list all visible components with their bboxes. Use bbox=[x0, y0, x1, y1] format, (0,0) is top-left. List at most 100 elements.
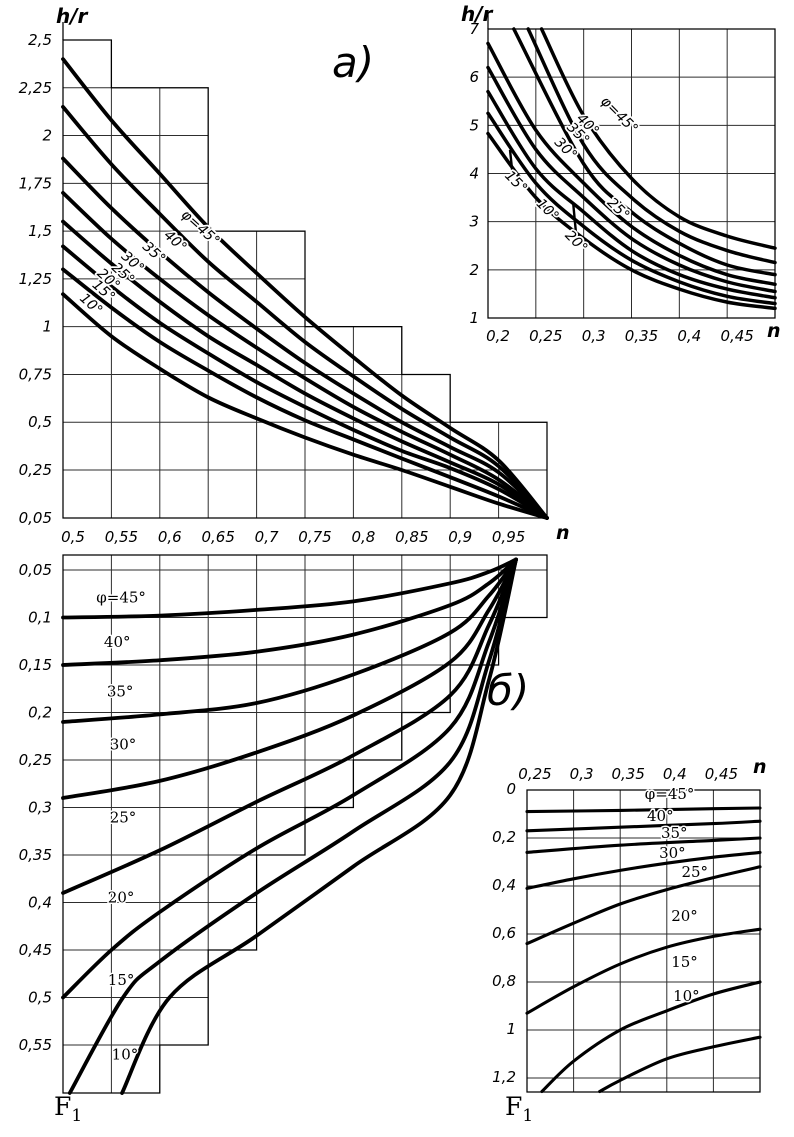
x-tick-label: 0,8 bbox=[351, 528, 375, 546]
y-tick-label: 1,2 bbox=[492, 1068, 516, 1086]
y-tick-label: 2,25 bbox=[19, 79, 52, 97]
y-tick-label: 0,25 bbox=[19, 461, 52, 479]
x-tick-label: 0,9 bbox=[448, 528, 472, 546]
curve-b-inset-phi-25 bbox=[525, 865, 762, 946]
curve-b-main-phi-40 bbox=[61, 557, 518, 667]
y-tick-label: 0,05 bbox=[19, 509, 52, 527]
y-axis-title-b-main: F1 bbox=[54, 1092, 83, 1126]
curve-a-inset-phi-40 bbox=[526, 27, 777, 265]
y-tick-label: 3 bbox=[469, 213, 479, 231]
y-tick-label: 0,2 bbox=[28, 704, 52, 722]
y-tick-label: 2 bbox=[469, 261, 479, 279]
y-tick-label: 0 bbox=[506, 780, 516, 798]
x-tick-label: 0,6 bbox=[158, 528, 182, 546]
curve-a-inset-phi-15 bbox=[486, 111, 777, 306]
x-axis-title-a-inset: n bbox=[767, 320, 781, 342]
curve-label-b-main-phi-20: 20° bbox=[108, 889, 135, 907]
y-tick-label: 0,45 bbox=[19, 941, 52, 959]
y-tick-label: 0,2 bbox=[492, 828, 516, 846]
y-tick-label: 0,5 bbox=[28, 413, 52, 431]
curve-a-main-phi-20 bbox=[61, 244, 549, 520]
curve-label-b-main-phi-35: 35° bbox=[107, 682, 134, 700]
y-tick-label: 0,5 bbox=[28, 989, 52, 1007]
x-tick-label: 0,25 bbox=[529, 327, 562, 345]
y-tick-label: 2,5 bbox=[28, 31, 52, 49]
curve-label-a-inset-phi-45: φ=45° bbox=[597, 93, 641, 137]
x-tick-label: 0,95 bbox=[492, 528, 525, 546]
curve-a-main-phi-15 bbox=[61, 267, 549, 520]
x-tick-label: 0,35 bbox=[625, 327, 658, 345]
x-tick-label: 0,45 bbox=[720, 327, 753, 345]
y-tick-label: 1 bbox=[42, 318, 52, 336]
curve-b-inset-phi-20 bbox=[525, 927, 762, 1015]
x-tick-label: 0,4 bbox=[677, 327, 701, 345]
curve-label-b-main-phi-40: 40° bbox=[104, 633, 131, 651]
tick-labels-a-inset: 0,2 0,25 0,3 0,35 0,4 0,45 7 6 5 4 3 2 1 bbox=[469, 20, 753, 345]
y-axis-title-a-main: h/r bbox=[56, 4, 88, 28]
tick-labels-b-main: 0,05 0,1 0,15 0,2 0,25 0,3 0,35 0,4 0,45 0,5 0,55 bbox=[19, 561, 52, 1054]
curve-a-main-phi-10 bbox=[61, 292, 549, 520]
curve-b-inset-phi-35 bbox=[525, 836, 762, 854]
x-tick-label: 0,2 bbox=[486, 327, 510, 345]
curve-b-main-phi-45 bbox=[61, 557, 518, 620]
y-axis-title-a-inset: h/r bbox=[461, 2, 493, 26]
y-tick-label: 2 bbox=[42, 127, 52, 145]
curve-b-inset-phi-30 bbox=[525, 850, 762, 890]
curve-label-b-inset-phi-35: 35° bbox=[661, 824, 688, 842]
curve-label-b-main-phi-25: 25° bbox=[110, 809, 137, 827]
x-tick-label: 0,7 bbox=[255, 528, 279, 546]
x-tick-label: 0,25 bbox=[518, 765, 551, 783]
curve-label-b-main-phi-10: 10° bbox=[112, 1045, 139, 1063]
y-tick-label: 1 bbox=[506, 1020, 516, 1038]
panel-label-a: a) bbox=[332, 38, 375, 87]
curve-label-b-main-phi-15: 15° bbox=[108, 971, 135, 989]
y-tick-label: 1,75 bbox=[19, 174, 52, 192]
y-tick-label: 7 bbox=[469, 20, 479, 38]
x-axis-title-b-inset: n bbox=[753, 756, 767, 778]
plot-border-a-inset bbox=[487, 28, 776, 319]
y-tick-label: 0,4 bbox=[28, 894, 52, 912]
curve-label-b-inset-phi-40: 40° bbox=[647, 807, 674, 825]
y-tick-label: 0,4 bbox=[492, 876, 516, 894]
curve-b-main-phi-25 bbox=[61, 557, 518, 895]
curve-a-inset-phi-10 bbox=[486, 131, 777, 311]
y-tick-label: 0,15 bbox=[19, 656, 52, 674]
leader-line bbox=[508, 149, 515, 177]
y-tick-label: 0,3 bbox=[28, 799, 52, 817]
curve-b-inset-phi-10 bbox=[598, 1035, 762, 1094]
curve-b-inset-phi-45 bbox=[525, 806, 762, 814]
curve-a-inset-phi-45 bbox=[539, 27, 777, 250]
y-tick-label: 0,8 bbox=[492, 972, 516, 990]
y-tick-label: 0,35 bbox=[19, 846, 52, 864]
curve-a-main-phi-40 bbox=[61, 104, 549, 520]
x-tick-label: 0,5 bbox=[61, 528, 85, 546]
x-axis-title-a-main: n bbox=[556, 522, 570, 544]
curve-label-b-inset-phi-20: 20° bbox=[671, 907, 698, 925]
y-tick-label: 1 bbox=[469, 309, 479, 327]
y-tick-label: 6 bbox=[469, 68, 479, 86]
curve-label-b-inset-phi-45: φ=45° bbox=[645, 785, 695, 803]
curve-b-main-phi-35 bbox=[61, 557, 518, 724]
curve-b-main-phi-20 bbox=[61, 557, 518, 1000]
curve-a-inset-phi-35 bbox=[512, 27, 777, 277]
tick-labels-b-inset: 0,25 0,3 0,35 0,4 0,45 0 0,2 0,4 0,6 0,8 1 1,2 bbox=[492, 765, 738, 1086]
curve-b-inset-phi-40 bbox=[525, 819, 762, 833]
chart-a-main: φ=45°40°35°30°25°20°15°10°0,5 0,55 0,6 0,65… bbox=[19, 22, 549, 546]
curve-a-main-phi-45 bbox=[61, 57, 549, 520]
curve-a-main-phi-35 bbox=[61, 156, 549, 520]
y-tick-label: 1,25 bbox=[19, 270, 52, 288]
curve-a-main-phi-30 bbox=[61, 190, 549, 520]
curve-label-b-inset-phi-25: 25° bbox=[681, 863, 708, 881]
curve-b-main-phi-15 bbox=[67, 557, 518, 1095]
x-tick-label: 0,35 bbox=[611, 765, 644, 783]
x-tick-label: 0,85 bbox=[395, 528, 428, 546]
chart-b-inset: φ=45° 40°35° 30°25° 20° 15° 10° 0,25 0,3 0,35 0,4… bbox=[492, 765, 762, 1094]
curve-label-b-main-phi-30: 30° bbox=[110, 736, 137, 754]
y-tick-label: 5 bbox=[469, 116, 479, 134]
y-tick-label: 0,05 bbox=[19, 561, 52, 579]
curve-label-b-main-phi-45: φ=45° bbox=[96, 588, 146, 606]
plot-border-a-main bbox=[62, 39, 548, 519]
chart-a-inset: φ=45°40°35°30°25°20°15°10°0,2 0,25 0,3 0,35… bbox=[469, 12, 777, 345]
y-tick-label: 0,55 bbox=[19, 1036, 52, 1054]
